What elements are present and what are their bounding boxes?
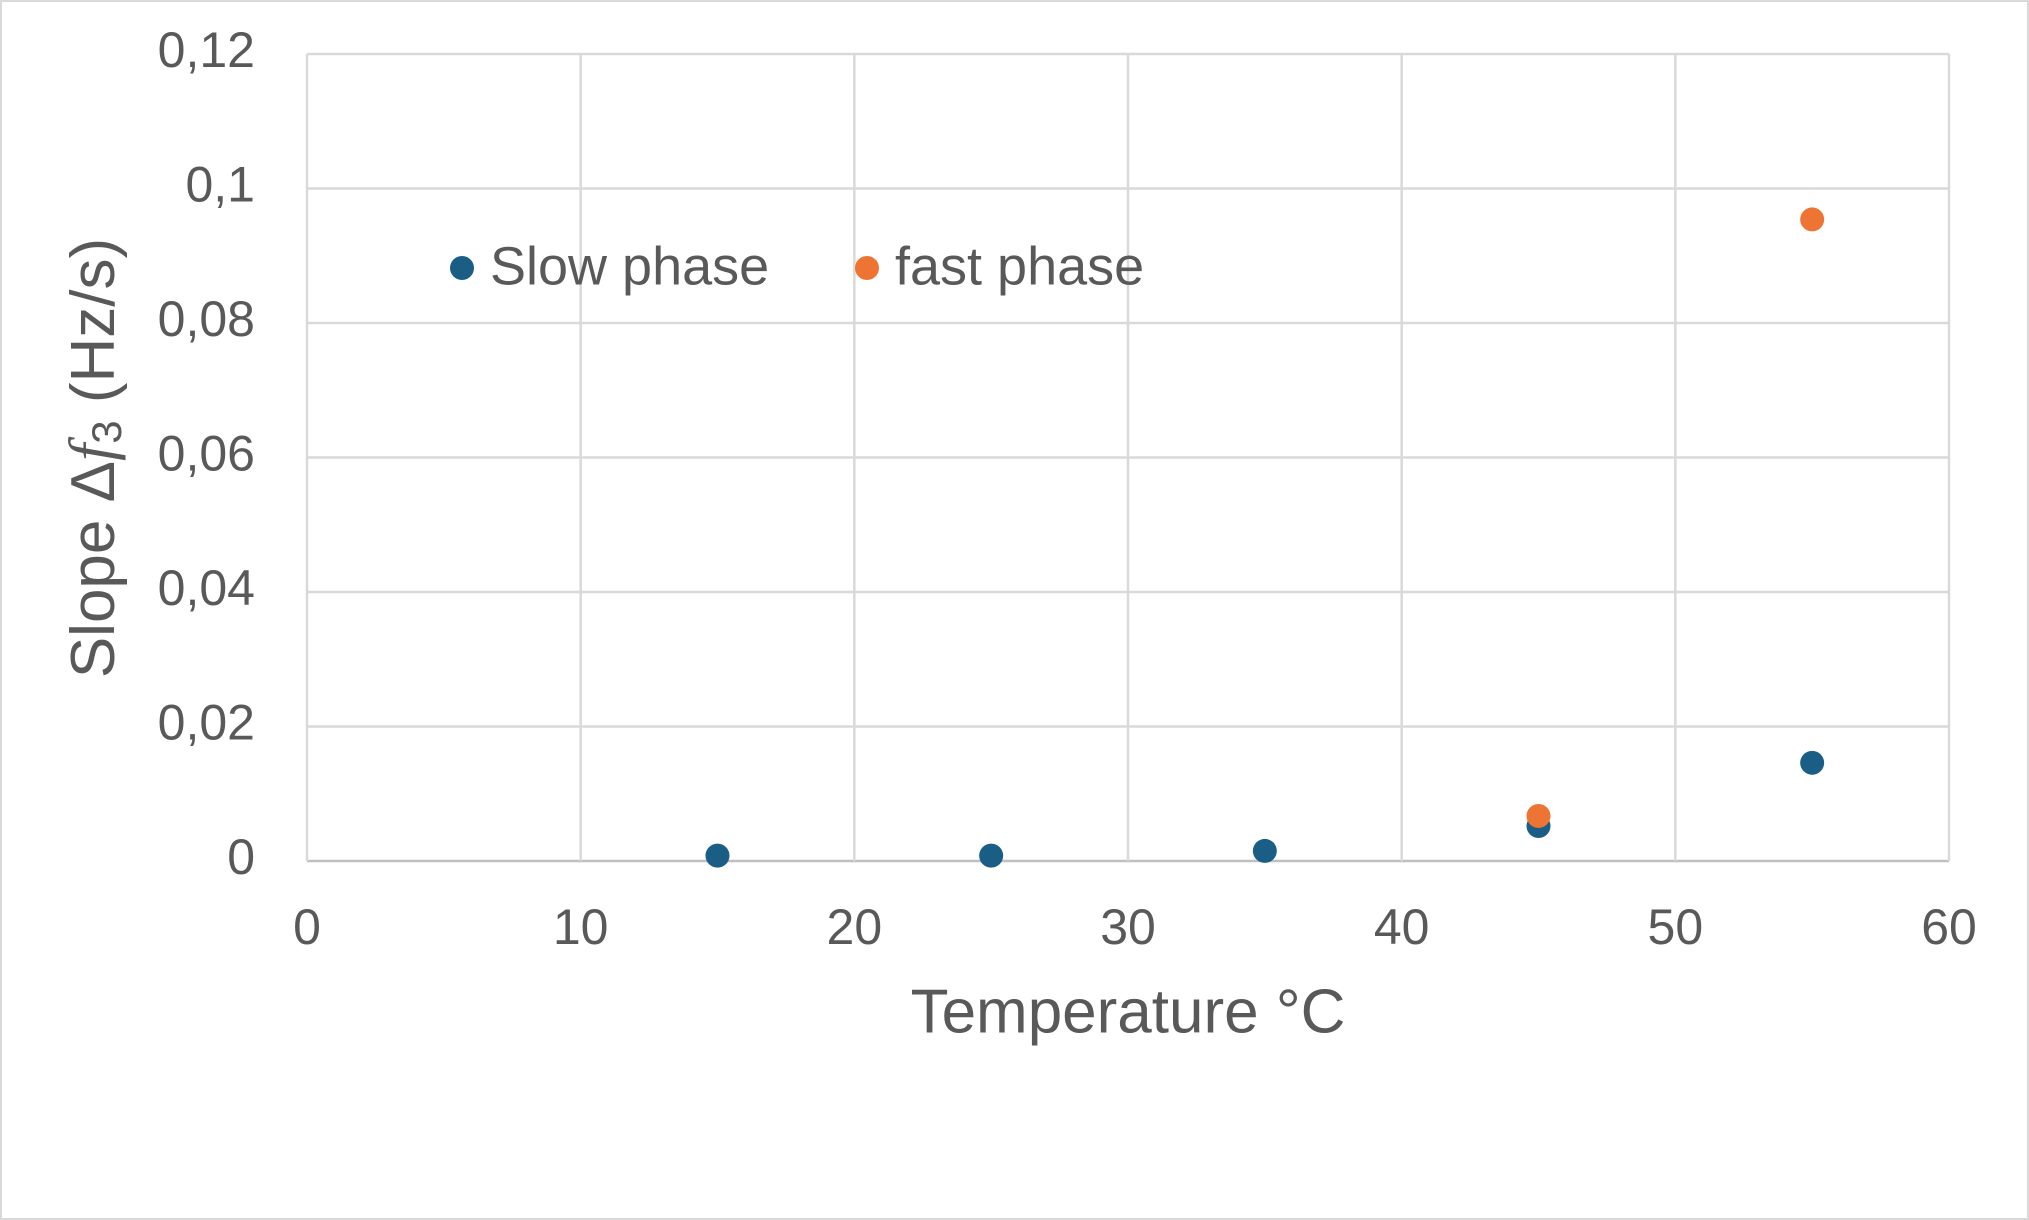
legend-label: fast phase bbox=[895, 236, 1144, 296]
y-tick-label: 0,08 bbox=[158, 291, 255, 347]
y-tick-label: 0,06 bbox=[158, 426, 255, 482]
x-tick-label: 60 bbox=[1921, 899, 1977, 955]
x-tick-label: 30 bbox=[1100, 899, 1156, 955]
data-point bbox=[1800, 750, 1825, 775]
legend-label: Slow phase bbox=[490, 236, 769, 296]
data-point bbox=[979, 843, 1004, 868]
y-tick-label: 0,02 bbox=[158, 695, 255, 751]
x-tick-label: 0 bbox=[293, 899, 321, 955]
data-point bbox=[1526, 803, 1551, 828]
y-tick-label: 0,04 bbox=[158, 560, 255, 616]
x-tick-label: 20 bbox=[827, 899, 883, 955]
data-point bbox=[705, 843, 730, 868]
x-tick-label: 40 bbox=[1374, 899, 1430, 955]
data-point bbox=[1252, 838, 1277, 863]
x-tick-label: 50 bbox=[1648, 899, 1704, 955]
y-tick-label: 0,12 bbox=[158, 22, 255, 78]
legend-marker bbox=[855, 256, 879, 280]
y-title-subscript: 3 bbox=[83, 420, 130, 443]
y-axis-title: Slope Δf3 (Hz/s) bbox=[58, 238, 130, 678]
legend-marker bbox=[450, 256, 474, 280]
x-axis-title: Temperature °C bbox=[911, 977, 1346, 1046]
y-title-prefix: Slope Δ bbox=[59, 461, 128, 678]
data-point bbox=[1800, 207, 1825, 232]
y-title-suffix: (Hz/s) bbox=[59, 238, 128, 421]
y-tick-label: 0 bbox=[227, 829, 255, 885]
y-tick-label: 0,1 bbox=[185, 157, 255, 213]
x-tick-label: 10 bbox=[553, 899, 609, 955]
